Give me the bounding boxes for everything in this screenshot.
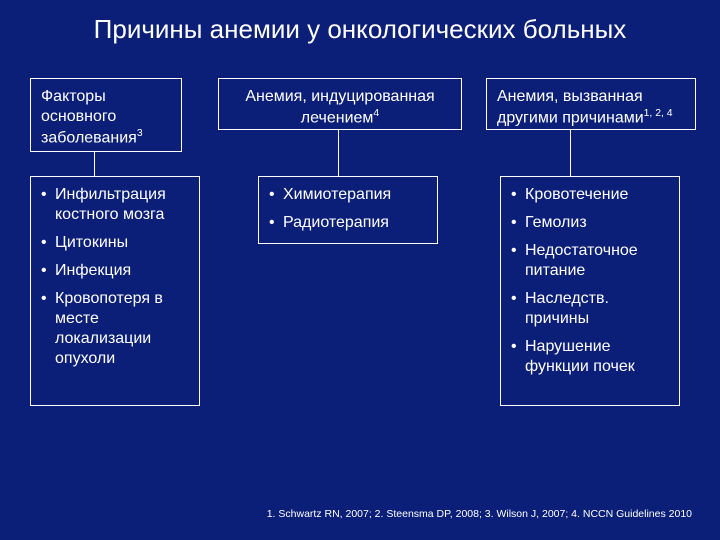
list-item: Радиотерапия [269,213,427,233]
col2-connector [338,130,339,176]
col3-connector [570,130,571,176]
col1-items: Инфильтрация костного мозга Цитокины Инфек… [30,176,200,406]
list-item: Цитокины [41,233,189,253]
col1-items-list: Инфильтрация костного мозга Цитокины Инфек… [41,185,189,369]
col2-header: Анемия, индуцированная лечением4 [218,78,462,130]
col2-items: Химиотерапия Радиотерапия [258,176,438,244]
list-item: Химиотерапия [269,185,427,205]
col3-items-list: Кровотечение Гемолиз Недостаточное питание… [511,185,669,377]
col3-header: Анемия, вызванная другими причинами1, 2,… [486,78,696,130]
list-item: Кровотечение [511,185,669,205]
col1-connector [94,152,95,176]
list-item: Нарушение функции почек [511,337,669,377]
col2-header-text: Анемия, индуцированная лечением [245,88,434,126]
references: 1. Schwartz RN, 2007; 2. Steensma DP, 20… [267,508,692,520]
list-item: Гемолиз [511,213,669,233]
list-item: Инфильтрация костного мозга [41,185,189,225]
col1-header: Факторы основного заболевания3 [30,78,182,152]
list-item: Инфекция [41,261,189,281]
list-item: Наследств. причины [511,289,669,329]
col3-header-text: Анемия, вызванная другими причинами [497,88,644,126]
col3-items: Кровотечение Гемолиз Недостаточное питание… [500,176,680,406]
col2-header-sup: 4 [373,108,379,119]
col1-header-sup: 3 [137,128,143,139]
slide-title: Причины анемии у онкологических больных [0,14,720,45]
list-item: Кровопотеря в месте локализации опухоли [41,289,189,369]
list-item: Недостаточное питание [511,241,669,281]
col3-header-sup: 1, 2, 4 [644,108,673,119]
col1-header-text: Факторы основного заболевания [41,88,137,146]
col2-items-list: Химиотерапия Радиотерапия [269,185,427,233]
slide-root: Причины анемии у онкологических больных … [0,0,720,540]
